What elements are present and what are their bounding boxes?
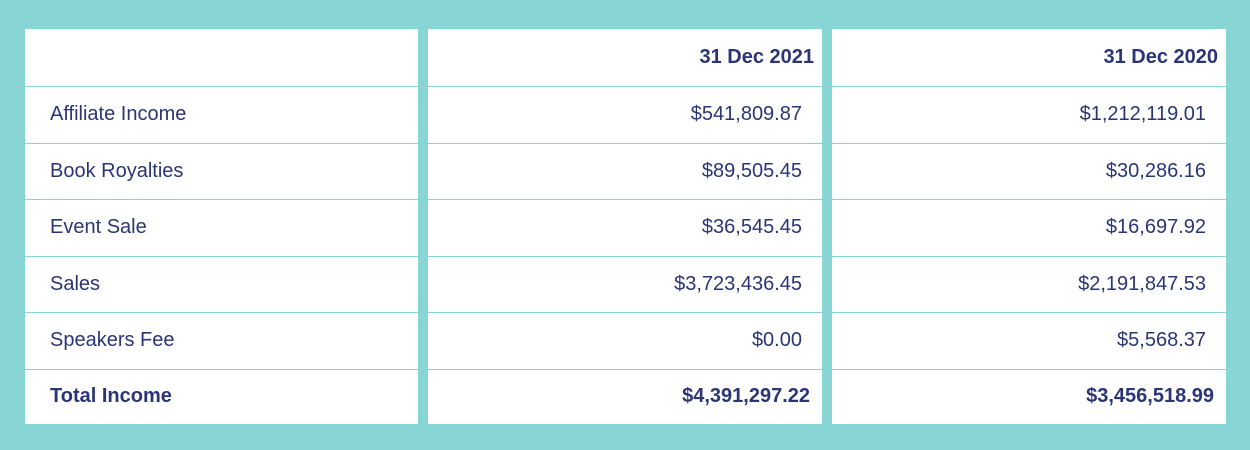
row-divider bbox=[832, 199, 1226, 200]
cell-value: $36,545.45 bbox=[701, 216, 802, 238]
column-header: 31 Dec 2021 bbox=[699, 46, 814, 68]
total-label: Total Income bbox=[50, 385, 172, 407]
row-label: Speakers Fee bbox=[50, 329, 175, 351]
row-divider bbox=[428, 369, 822, 370]
total-value: $3,456,518.99 bbox=[1086, 385, 1214, 407]
column-header: 31 Dec 2020 bbox=[1103, 46, 1218, 68]
cell-value: $0.00 bbox=[751, 329, 802, 351]
row-divider bbox=[832, 369, 1226, 370]
cell-value: $541,809.87 bbox=[690, 103, 802, 125]
row-divider bbox=[25, 199, 418, 200]
cell-value: $16,697.92 bbox=[1105, 216, 1206, 238]
year-column: 31 Dec 2021 $541,809.87 $89,505.45 $36,545.… bbox=[428, 29, 822, 424]
row-label: Affiliate Income bbox=[50, 103, 187, 125]
cell-value: $89,505.45 bbox=[701, 159, 802, 182]
cell-value: $2,191,847.53 bbox=[1078, 272, 1206, 295]
total-value: $4,391,297.22 bbox=[682, 385, 810, 407]
year-column: 31 Dec 2020 $1,212,119.01 $30,286.16 $16,69… bbox=[832, 29, 1226, 424]
row-divider bbox=[428, 312, 822, 313]
row-divider bbox=[832, 312, 1226, 313]
row-divider bbox=[832, 256, 1226, 257]
row-divider bbox=[25, 312, 418, 313]
row-divider bbox=[25, 143, 418, 144]
row-divider bbox=[428, 199, 822, 200]
cell-value: $3,723,436.45 bbox=[674, 272, 802, 295]
row-divider bbox=[832, 143, 1226, 144]
row-divider bbox=[25, 256, 418, 257]
row-divider bbox=[25, 369, 418, 370]
label-column: Affiliate Income Book Royalties Event Sale… bbox=[25, 29, 418, 424]
row-divider bbox=[25, 86, 418, 87]
row-divider bbox=[428, 86, 822, 87]
row-label: Sales bbox=[50, 272, 101, 295]
row-divider bbox=[428, 143, 822, 144]
row-label: Event Sale bbox=[50, 216, 147, 238]
row-divider bbox=[428, 256, 822, 257]
cell-value: $30,286.16 bbox=[1105, 159, 1206, 182]
cell-value: $1,212,119.01 bbox=[1079, 103, 1206, 125]
cell-value: $5,568.37 bbox=[1117, 329, 1206, 351]
row-divider bbox=[832, 86, 1226, 87]
row-label: Book Royalties bbox=[50, 159, 184, 182]
